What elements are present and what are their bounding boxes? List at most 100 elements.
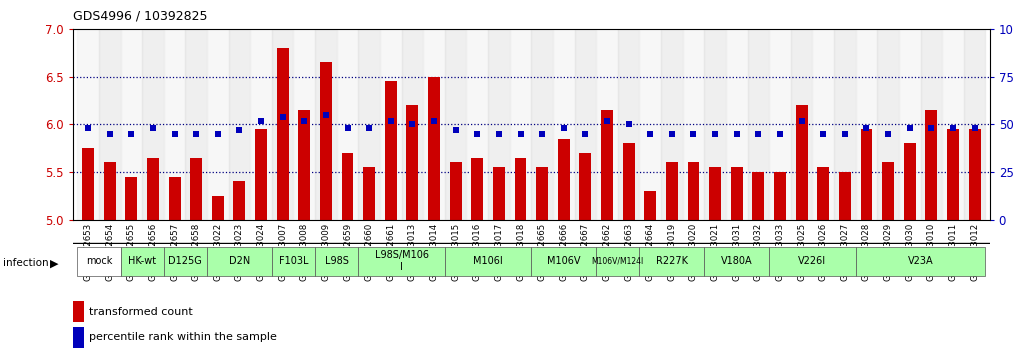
Bar: [947, 129, 959, 363]
Bar: [515, 158, 527, 363]
Text: mock: mock: [86, 256, 112, 266]
Point: [642, 131, 658, 137]
Text: transformed count: transformed count: [89, 307, 193, 317]
Point: [425, 118, 442, 123]
Bar: [207, 29, 229, 220]
Point: [728, 131, 745, 137]
Bar: [769, 247, 856, 276]
Bar: [704, 247, 769, 276]
Bar: [99, 29, 121, 220]
Bar: [558, 139, 569, 363]
Bar: [168, 177, 180, 363]
Point: [577, 131, 594, 137]
Text: F103L: F103L: [279, 256, 308, 266]
Text: percentile rank within the sample: percentile rank within the sample: [89, 333, 278, 342]
Text: GDS4996 / 10392825: GDS4996 / 10392825: [73, 9, 208, 22]
Bar: [963, 29, 986, 220]
Point: [339, 125, 356, 131]
Bar: [126, 177, 137, 363]
Point: [837, 131, 853, 137]
Bar: [618, 29, 639, 220]
Bar: [277, 48, 289, 363]
Point: [383, 118, 399, 123]
Point: [664, 131, 680, 137]
Bar: [380, 29, 401, 220]
Bar: [471, 158, 483, 363]
Point: [448, 127, 464, 133]
Text: L98S/M106
I: L98S/M106 I: [375, 250, 428, 272]
Bar: [271, 29, 294, 220]
Bar: [666, 163, 678, 363]
Bar: [553, 29, 574, 220]
Bar: [774, 172, 786, 363]
Bar: [207, 247, 271, 276]
Bar: [661, 29, 683, 220]
Bar: [73, 301, 84, 322]
Text: M106V: M106V: [547, 256, 580, 266]
Bar: [428, 77, 440, 363]
Bar: [769, 29, 791, 220]
Point: [880, 131, 897, 137]
Bar: [683, 29, 704, 220]
Bar: [882, 163, 894, 363]
Point: [513, 131, 529, 137]
Bar: [320, 62, 332, 363]
Point: [275, 114, 291, 119]
Bar: [190, 158, 203, 363]
Bar: [856, 247, 986, 276]
Bar: [579, 153, 592, 363]
Point: [210, 131, 226, 137]
Bar: [942, 29, 963, 220]
Text: infection: infection: [3, 258, 49, 268]
Bar: [839, 172, 851, 363]
Bar: [315, 247, 359, 276]
Point: [858, 125, 874, 131]
Bar: [359, 247, 445, 276]
Point: [318, 112, 334, 118]
Point: [902, 125, 918, 131]
Bar: [466, 29, 488, 220]
Bar: [817, 167, 830, 363]
Bar: [644, 191, 656, 363]
Point: [469, 131, 485, 137]
Bar: [401, 29, 423, 220]
Bar: [639, 247, 704, 276]
Point: [966, 125, 983, 131]
Bar: [164, 247, 207, 276]
Bar: [121, 29, 142, 220]
Text: ▶: ▶: [51, 258, 59, 268]
Bar: [532, 29, 553, 220]
Bar: [536, 167, 548, 363]
Bar: [294, 29, 315, 220]
Point: [772, 131, 788, 137]
Point: [145, 125, 161, 131]
Bar: [688, 163, 699, 363]
Point: [253, 118, 269, 123]
Bar: [623, 143, 634, 363]
Bar: [748, 29, 769, 220]
Bar: [904, 143, 916, 363]
Bar: [233, 182, 245, 363]
Bar: [510, 29, 531, 220]
Point: [686, 131, 702, 137]
Point: [231, 127, 247, 133]
Point: [599, 118, 615, 123]
Bar: [299, 110, 310, 363]
Point: [534, 131, 550, 137]
Bar: [791, 29, 812, 220]
Bar: [860, 129, 872, 363]
Bar: [185, 29, 207, 220]
Bar: [639, 29, 661, 220]
Bar: [834, 29, 856, 220]
Bar: [142, 29, 164, 220]
Point: [296, 118, 312, 123]
Bar: [77, 29, 99, 220]
Text: R227K: R227K: [655, 256, 688, 266]
Bar: [406, 105, 418, 363]
Bar: [856, 29, 877, 220]
Bar: [73, 327, 84, 348]
Point: [945, 125, 961, 131]
Bar: [445, 247, 531, 276]
Point: [124, 131, 140, 137]
Point: [80, 125, 96, 131]
